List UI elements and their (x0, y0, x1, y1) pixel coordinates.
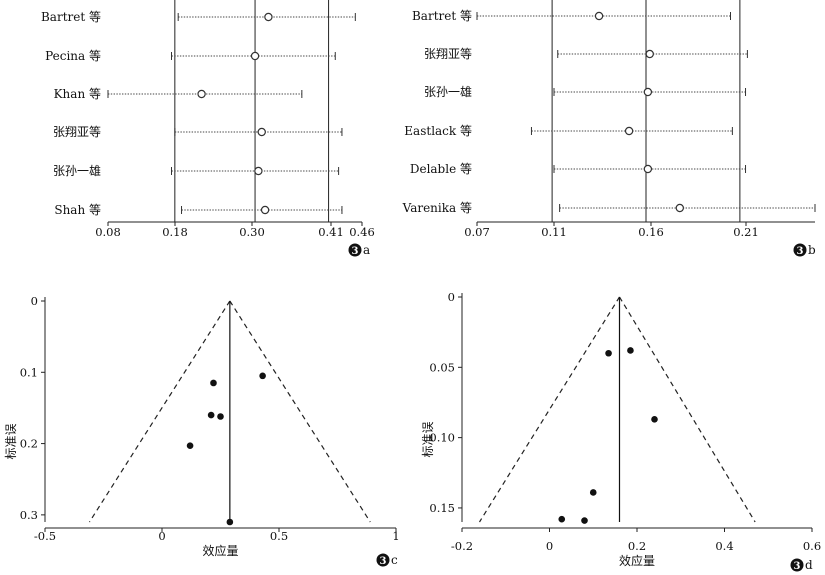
panel-3c-y-tick-label: 0.3 (20, 508, 38, 522)
panel-3c-x-tick-label: 1 (392, 529, 399, 543)
panel-3b-x-tick-label: 0.16 (638, 225, 664, 239)
panel-3d-study-point (581, 517, 588, 524)
panel-3a-x-tick-label: 0.46 (349, 225, 375, 239)
panel-3d-x-axis-title: 效应量 (619, 553, 655, 568)
panel-3a-point-estimate (260, 205, 270, 215)
panel-3b-point-estimate (594, 11, 604, 21)
panel-3a-point-estimate (250, 51, 260, 61)
panel-3d-tag-letter: d (805, 558, 813, 572)
panel-3a-tag-badge (348, 243, 362, 257)
panel-3b-study-label: Delable 等 (410, 162, 472, 176)
panel-3d-y-axis-title: 标准误 (421, 421, 435, 457)
panel-3d-tag-number: 3 (794, 561, 801, 572)
panel-3b-study-label: Eastlack 等 (404, 124, 472, 138)
panel-3c-x-tick-label: 0 (158, 529, 165, 543)
panel-3d-x-tick-label: 0.2 (628, 539, 646, 553)
panel-3a-point-estimate (197, 89, 206, 99)
panel-3c-y-tick-label: 0 (31, 294, 38, 308)
panel-3b-point-estimate (675, 203, 685, 213)
panel-3d-x-tick-label: 0.6 (803, 539, 821, 553)
panel-3c-x-axis-title: 效应量 (202, 543, 238, 558)
panel-3b-point-estimate (643, 164, 653, 174)
panel-3c-study-point (217, 413, 224, 420)
panel-3d-funnel-right-bound (618, 296, 756, 523)
panel-3b-x-tick-label: 0.11 (541, 225, 567, 239)
panel-3a-study-label: Pecina 等 (45, 49, 101, 63)
panel-3c-study-point (186, 442, 194, 450)
panel-3c-tag-badge (376, 553, 390, 567)
panel-3b-tag-number: 3 (797, 246, 804, 257)
panel-3a-study-label: Khan 等 (54, 87, 101, 101)
panel-3c-x-tick-label: -0.5 (34, 529, 56, 543)
panel-3a-study-label: 张翔亚等 (53, 125, 101, 139)
panel-3a-x-tick-label: 0.08 (95, 225, 121, 239)
panel-3d-y-tick-label: 0.10 (429, 431, 455, 445)
panel-3b-study-label: Varenika 等 (402, 201, 472, 215)
panel-3a-point-estimate (254, 166, 263, 176)
panel-3d-funnel-left-bound (478, 296, 621, 523)
panel-3c-y-tick-label: 0.1 (20, 365, 38, 379)
panel-3c-funnel-right-bound (229, 300, 371, 523)
panel-3b-x-tick-label: 0.21 (733, 225, 759, 239)
panel-3d-x-tick-label: 0 (546, 539, 553, 553)
panel-3d-study-point (627, 347, 634, 354)
panel-3c-tag-number: 3 (380, 556, 387, 567)
panel-3c-tag-letter: c (391, 553, 398, 567)
panel-3b-study-label: 张孙一雄 (424, 84, 472, 99)
panel-3d-y-tick-label: 0.05 (429, 360, 455, 374)
panel-3d-study-point (651, 416, 658, 423)
panel-3d-y-tick-label: 0.15 (429, 501, 455, 515)
panel-3d-y-tick-label: 0 (448, 290, 455, 304)
panel-3a-x-tick-label: 0.18 (162, 225, 188, 239)
panel-3d-x-tick-label: -0.2 (451, 539, 473, 553)
panel-3d-x-tick-label: 0.4 (715, 539, 733, 553)
panel-3a-point-estimate (264, 12, 273, 22)
panel-3a-study-label: 张孙一雄 (53, 163, 101, 178)
panel-3a-point-estimate (257, 127, 266, 137)
panel-3d-study-point (558, 515, 566, 523)
panel-3c-study-point (259, 372, 266, 380)
panel-3c-funnel-left-bound (88, 300, 231, 523)
panel-3b-point-estimate (624, 126, 634, 136)
panel-3b-tag-letter: b (808, 243, 816, 257)
panel-3d-tag-badge (790, 558, 804, 572)
panel-3b-point-estimate (645, 49, 654, 59)
panel-3d-study-point (589, 489, 597, 496)
panel-3a-x-tick-label: 0.30 (239, 225, 265, 239)
panel-3c-study-point (226, 518, 234, 526)
panel-3c-study-point (207, 411, 215, 419)
panel-3b-tag-badge (793, 243, 807, 257)
panel-3d-study-point (605, 349, 612, 357)
panel-3a-tag-letter: a (363, 243, 370, 257)
panel-3c-y-axis-title: 标准误 (4, 423, 18, 459)
panel-3b-study-label: 张翔亚等 (424, 47, 472, 61)
panel-3b-point-estimate (643, 87, 653, 97)
panel-3a-x-tick-label: 0.41 (318, 225, 344, 239)
panel-3c-y-tick-label: 0.2 (20, 437, 38, 451)
panel-3a-tag-number: 3 (352, 246, 359, 257)
panel-3a-study-label: Bartret 等 (41, 10, 101, 24)
panel-3b-x-tick-label: 0.07 (464, 225, 490, 239)
panel-3a-study-label: Shah 等 (54, 203, 101, 217)
panel-3c-study-point (210, 379, 217, 387)
panel-3b-study-label: Bartret 等 (412, 9, 472, 23)
panel-3c-x-tick-label: 0.5 (270, 529, 288, 543)
